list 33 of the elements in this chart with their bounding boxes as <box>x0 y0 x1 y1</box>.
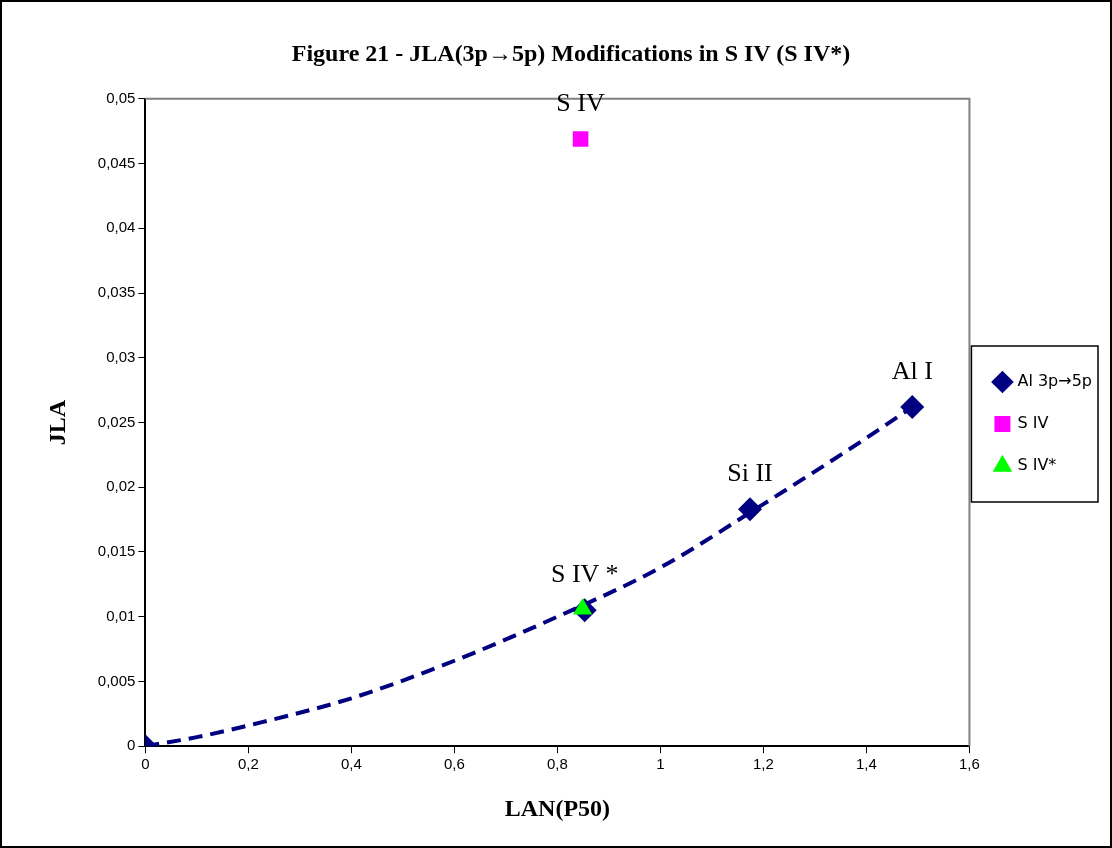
y-tick-label: 0,025 <box>97 412 136 430</box>
x-tick-label: 0,2 <box>237 755 259 773</box>
x-tick-label: 0,6 <box>443 755 465 773</box>
y-tick-label: 0,05 <box>106 88 136 106</box>
x-tick-label: 0,8 <box>546 755 568 773</box>
point <box>900 394 925 419</box>
x-tick-label: 1,2 <box>752 755 774 773</box>
y-axis-title: JLA <box>43 399 70 446</box>
x-tick-label: 1,6 <box>959 755 980 773</box>
annotation: Si II <box>727 458 773 488</box>
y-tick-label: 0,04 <box>106 218 136 236</box>
y-tick-label: 0,02 <box>106 477 136 495</box>
x-axis-title: LAN(P50) <box>504 794 611 821</box>
y-tick-label: 0,045 <box>97 153 136 171</box>
y-tick-label: 0,035 <box>97 283 136 301</box>
chart-title: Figure 21 - JLA(3p→5p) Modifications in S IV (S IV*) <box>291 39 851 66</box>
legend-label: Al 3p→5p <box>1017 371 1093 391</box>
y-tick-label: 0,01 <box>106 606 136 624</box>
annotation: Al I <box>891 355 933 385</box>
x-tick-label: 0 <box>141 755 150 773</box>
y-tick-label: 0,015 <box>97 542 136 560</box>
legend-label: S IV <box>1017 413 1049 433</box>
x-tick-label: 1,4 <box>856 755 877 773</box>
y-tick-label: 0 <box>126 736 136 754</box>
point <box>572 131 589 147</box>
legend-label: S IV* <box>1017 455 1057 475</box>
annotation: S IV * <box>550 559 619 589</box>
x-tick-label: 1 <box>656 755 665 773</box>
y-tick-label: 0,03 <box>106 347 136 365</box>
x-tick-label: 0,4 <box>340 755 362 773</box>
y-tick-label: 0,005 <box>97 671 136 689</box>
point <box>738 497 763 522</box>
annotation: S IV <box>556 87 605 117</box>
